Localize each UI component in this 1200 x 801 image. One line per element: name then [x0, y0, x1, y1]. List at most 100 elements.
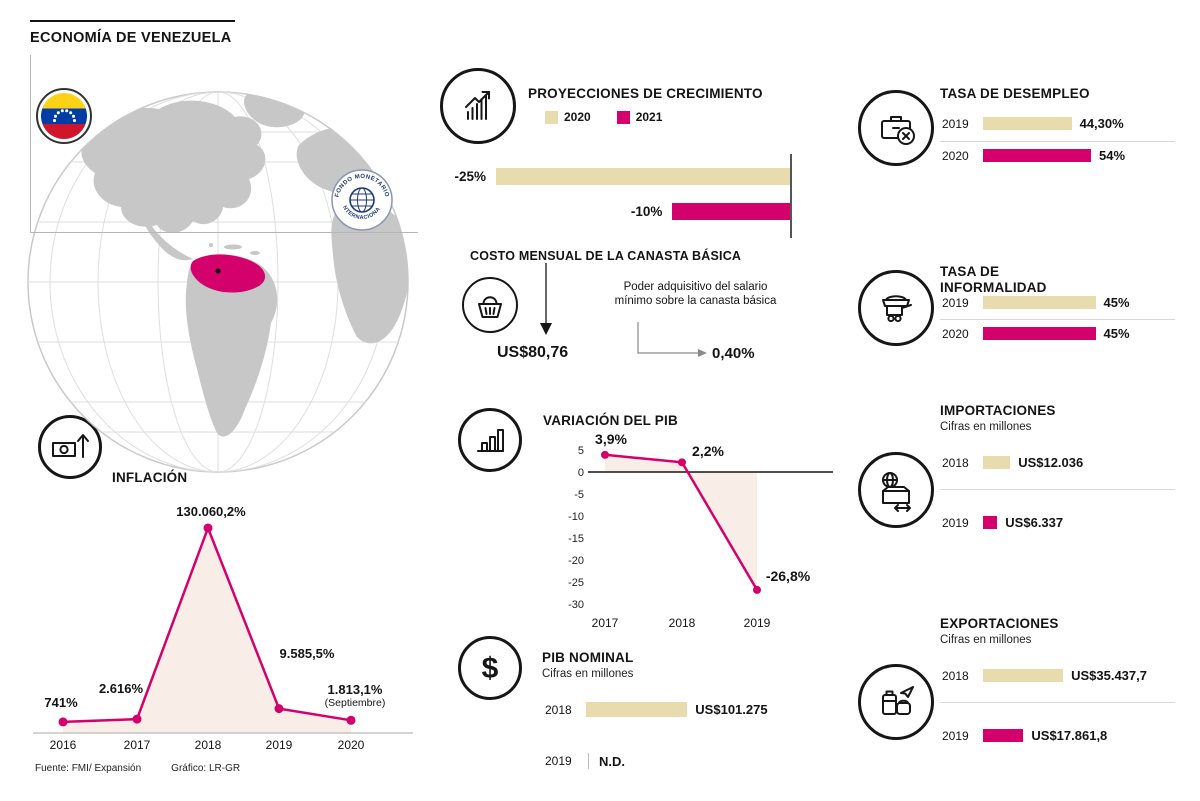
venezuela-highlight — [190, 254, 266, 293]
globe-map — [27, 91, 409, 473]
growth-icon — [440, 68, 516, 144]
svg-text:-20: -20 — [568, 555, 584, 567]
gdp-variation-chart: 5 0 -5 -10 -15 -20 -25 -30 2017 2018 2019 3,9% 2,… — [560, 430, 860, 640]
year-label: 2019 — [545, 754, 572, 768]
informality-row-2019: 2019 45% — [942, 295, 1130, 310]
inflation-label-2019: 9.585,5% — [279, 646, 335, 661]
nominal-gdp-bar-2018 — [586, 702, 688, 717]
briefcase-icon — [858, 90, 934, 166]
growth-row-2021: -10% — [300, 202, 790, 220]
note-connector-arrow — [637, 322, 707, 357]
svg-text:-5: -5 — [574, 489, 584, 501]
svg-text:2017: 2017 — [124, 738, 151, 752]
section-divider — [940, 702, 1175, 703]
down-arrow-icon — [540, 263, 552, 335]
exports-bar-2018 — [983, 669, 1064, 682]
year-label: 2019 — [942, 116, 969, 131]
caracas-dot — [215, 268, 221, 274]
imports-value-2018: US$12.036 — [1018, 455, 1084, 470]
growth-row-2020: -25% — [300, 167, 790, 185]
growth-title: PROYECCIONES DE CRECIMIENTO — [528, 86, 763, 101]
svg-text:2019: 2019 — [744, 616, 771, 630]
source-text: Fuente: FMI/ Expansión — [35, 763, 142, 774]
legend-swatch-2021 — [616, 110, 630, 124]
year-label: 2020 — [942, 148, 969, 163]
growth-value-2021: -10% — [630, 203, 663, 219]
gdp-label-2018: 2,2% — [692, 443, 724, 459]
section-divider — [940, 319, 1175, 320]
year-label: 2020 — [942, 326, 969, 341]
header-rule — [30, 20, 235, 22]
imports-row-2018: 2018 US$12.036 — [942, 455, 1083, 470]
gdp-label-2019: -26,8% — [765, 568, 811, 584]
year-label: 2018 — [545, 702, 572, 717]
year-label: 2018 — [942, 455, 969, 470]
nominal-gdp-row-2019: 2019 N.D. — [545, 753, 625, 769]
gdp-points — [601, 450, 761, 594]
inflation-note-septiembre: (Septiembre) — [324, 697, 386, 709]
inflation-points — [58, 523, 356, 727]
informality-title: TASA DE INFORMALIDAD — [940, 264, 1047, 295]
inflation-area-fill — [63, 528, 351, 733]
inflation-label-2017: 2.616% — [98, 681, 144, 696]
imf-logo: FONDO MONETARIO INTERNACIONAL — [330, 168, 393, 231]
svg-text:2016: 2016 — [50, 738, 77, 752]
year-label: 2018 — [942, 668, 969, 683]
section-divider — [940, 489, 1175, 490]
exports-row-2019: 2019 US$17.861,8 — [942, 728, 1107, 743]
growth-value-2020: -25% — [454, 168, 486, 184]
gdp-chart-icon — [458, 408, 522, 472]
svg-text:2018: 2018 — [669, 616, 696, 630]
section-divider — [940, 141, 1175, 142]
year-label: 2019 — [942, 515, 969, 530]
exports-value-2019: US$17.861,8 — [1031, 728, 1108, 743]
svg-text:5: 5 — [578, 445, 584, 457]
legend-swatch-2020 — [545, 110, 558, 124]
exports-value-2018: US$35.437,7 — [1071, 668, 1147, 683]
informality-bar-2020 — [983, 327, 1096, 340]
growth-legend: 2020 2021 — [545, 110, 662, 124]
year-label: 2019 — [942, 295, 969, 310]
svg-text:2019: 2019 — [266, 738, 293, 752]
svg-text:2018: 2018 — [195, 738, 222, 752]
flag-stars — [63, 119, 66, 122]
basket-value: US$80,76 — [497, 344, 569, 361]
nominal-gdp-subtitle: Cifras en millones — [542, 668, 634, 680]
basket-note-value: 0,40% — [712, 345, 755, 362]
exports-row-2018: 2018 US$35.437,7 — [942, 668, 1147, 683]
unemployment-row-2019: 2019 44,30% — [942, 116, 1124, 131]
informality-row-2020: 2020 45% — [942, 326, 1130, 341]
unemployment-value-2019: 44,30% — [1079, 116, 1124, 131]
svg-text:-30: -30 — [568, 599, 584, 611]
legend-label-2020: 2020 — [564, 110, 591, 124]
legend-label-2021: 2021 — [635, 110, 663, 124]
dollar-icon: $ — [458, 636, 522, 700]
imports-bar-2018 — [983, 456, 1011, 469]
inflation-label-2018: 130.060,2% — [176, 504, 246, 519]
svg-text:$: $ — [482, 652, 499, 685]
credit-text: Gráfico: LR-GR — [171, 763, 241, 774]
basket-title: COSTO MENSUAL DE LA CANASTA BÁSICA — [470, 249, 742, 263]
basket-note: Poder adquisitivo del salario mínimo sob… — [614, 281, 777, 307]
nominal-gdp-value-2019: N.D. — [599, 753, 625, 769]
imports-value-2019: US$6.337 — [1005, 515, 1064, 530]
imports-bar-2019 — [983, 516, 998, 529]
nominal-gdp-value-2018: US$101.275 — [695, 702, 768, 717]
inflation-title: INFLACIÓN — [112, 470, 188, 485]
informality-value-2020: 45% — [1103, 326, 1130, 341]
unemployment-bar-2020 — [983, 149, 1091, 162]
connector-line — [30, 55, 418, 233]
footer-credits: Fuente: FMI/ Expansión Gráfico: LR-GR — [35, 763, 240, 774]
growth-bar-2020 — [496, 167, 790, 185]
flag-stripes — [41, 93, 87, 139]
year-label: 2019 — [942, 728, 969, 743]
venezuela-flag-icon — [36, 88, 92, 144]
unemployment-row-2020: 2020 54% — [942, 148, 1125, 163]
growth-bar-2021 — [672, 202, 790, 220]
imports-title: IMPORTACIONES — [940, 403, 1056, 418]
svg-text:-15: -15 — [568, 533, 584, 545]
inflation-label-2020: 1.813,1% — [327, 682, 383, 697]
imports-subtitle: Cifras en millones — [940, 421, 1032, 433]
gdp-variation-title: VARIACIÓN DEL PIB — [543, 413, 678, 428]
